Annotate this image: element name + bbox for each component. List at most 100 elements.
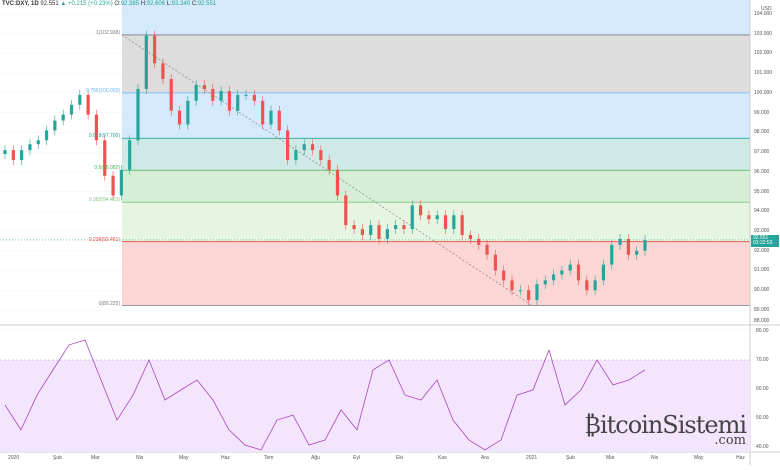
candle — [360, 229, 365, 235]
candle — [219, 90, 223, 101]
candle — [344, 195, 348, 226]
fib-level-label: 0.382(94.463) — [88, 197, 120, 204]
currency-label: USD — [761, 6, 772, 12]
candle — [560, 270, 564, 275]
time-tick: Eyl — [353, 455, 360, 461]
candle — [568, 264, 572, 271]
fib-zone-extension — [122, 0, 750, 35]
candle — [402, 225, 406, 230]
open-value: 92.385 — [120, 1, 140, 7]
candle — [460, 215, 464, 235]
candle — [285, 130, 290, 161]
candle — [643, 239, 647, 251]
current-price: 92.551 — [753, 234, 769, 241]
time-tick: Ara — [481, 455, 489, 461]
low-label: L: — [166, 1, 172, 7]
candle — [585, 280, 589, 291]
rsi-tick: 80.00 — [756, 328, 769, 334]
candle — [352, 225, 356, 230]
candle — [269, 110, 273, 125]
fib-level-label: 0.786(100.003) — [86, 87, 120, 94]
candle — [418, 205, 423, 216]
time-tick: Nis — [136, 455, 144, 461]
symbol-name: TVC:DXY, 1D — [2, 1, 39, 7]
time-tick: Şub — [566, 455, 575, 461]
candle — [244, 94, 248, 96]
price-tick: 97.000 — [754, 149, 770, 156]
close-label: C: — [191, 1, 198, 7]
candle — [103, 140, 107, 176]
candle — [227, 90, 232, 111]
time-tick: Tem — [264, 455, 274, 461]
time-tick: 2021 — [526, 455, 538, 461]
price-tick: 102.000 — [754, 50, 773, 57]
candle — [136, 88, 140, 141]
price-tick: 95.000 — [754, 188, 770, 195]
candle — [527, 290, 531, 301]
candle — [69, 104, 74, 115]
fib-level-label: 0.5(96.082) — [94, 165, 120, 172]
candle — [161, 63, 165, 80]
fib-zone — [122, 92, 750, 139]
candle — [61, 114, 65, 121]
price-tick: 98.000 — [754, 129, 770, 136]
candle — [194, 85, 198, 101]
price-tick: 99.000 — [754, 109, 770, 116]
candle — [20, 150, 24, 161]
open-label: O: — [114, 1, 121, 7]
price-tick: 92.000 — [754, 247, 770, 254]
candle — [335, 169, 340, 196]
time-tick: Nis — [651, 455, 659, 461]
candle — [468, 234, 473, 239]
candle — [252, 94, 256, 101]
candle — [435, 215, 439, 220]
rsi-tick: 70.00 — [756, 357, 769, 363]
candle — [510, 280, 514, 291]
candle — [36, 140, 40, 145]
fib-level-label: 0(89.225) — [98, 300, 120, 307]
candle — [86, 94, 90, 115]
high-value: 92.606 — [146, 1, 166, 7]
candle — [277, 110, 281, 131]
candle — [635, 250, 639, 255]
rsi-tick: 50.00 — [756, 415, 769, 421]
candle — [302, 144, 306, 151]
price-tick: 94.000 — [754, 208, 770, 215]
time-tick: Kas — [438, 455, 447, 461]
candle — [369, 225, 373, 235]
candle — [427, 215, 431, 220]
candle — [443, 215, 448, 230]
price-tick: 96.000 — [754, 168, 770, 175]
fib-zone — [122, 202, 750, 242]
fib-zone — [122, 138, 750, 171]
candle — [626, 238, 630, 255]
candle — [28, 144, 32, 151]
candle — [477, 238, 481, 245]
candle — [211, 88, 215, 101]
candle — [310, 144, 315, 151]
price-tick: 91.000 — [754, 267, 770, 274]
time-tick: Haz — [736, 455, 745, 461]
candle — [261, 100, 265, 125]
candle — [327, 160, 331, 170]
candle — [485, 244, 489, 255]
candle — [576, 264, 581, 281]
time-tick: May — [179, 455, 189, 461]
last-price: 92.551 — [40, 1, 59, 7]
current-price-label: 92.551 03:22:53 — [751, 235, 779, 247]
high-label: H: — [140, 1, 147, 7]
price-tick: 90.000 — [754, 287, 770, 294]
bar-countdown: 03:22:53 — [753, 240, 773, 246]
time-tick: May — [694, 455, 704, 461]
candle — [618, 238, 622, 245]
time-tick: Eki — [396, 455, 403, 461]
rsi-tick: 60.00 — [756, 386, 769, 392]
fib-zone — [122, 241, 750, 306]
price-tick: 103.000 — [754, 30, 773, 37]
price-tick: 93.000 — [754, 228, 770, 235]
close-value: 92.551 — [197, 1, 217, 7]
candle — [94, 114, 99, 141]
candle — [78, 94, 82, 105]
candle — [53, 120, 57, 131]
